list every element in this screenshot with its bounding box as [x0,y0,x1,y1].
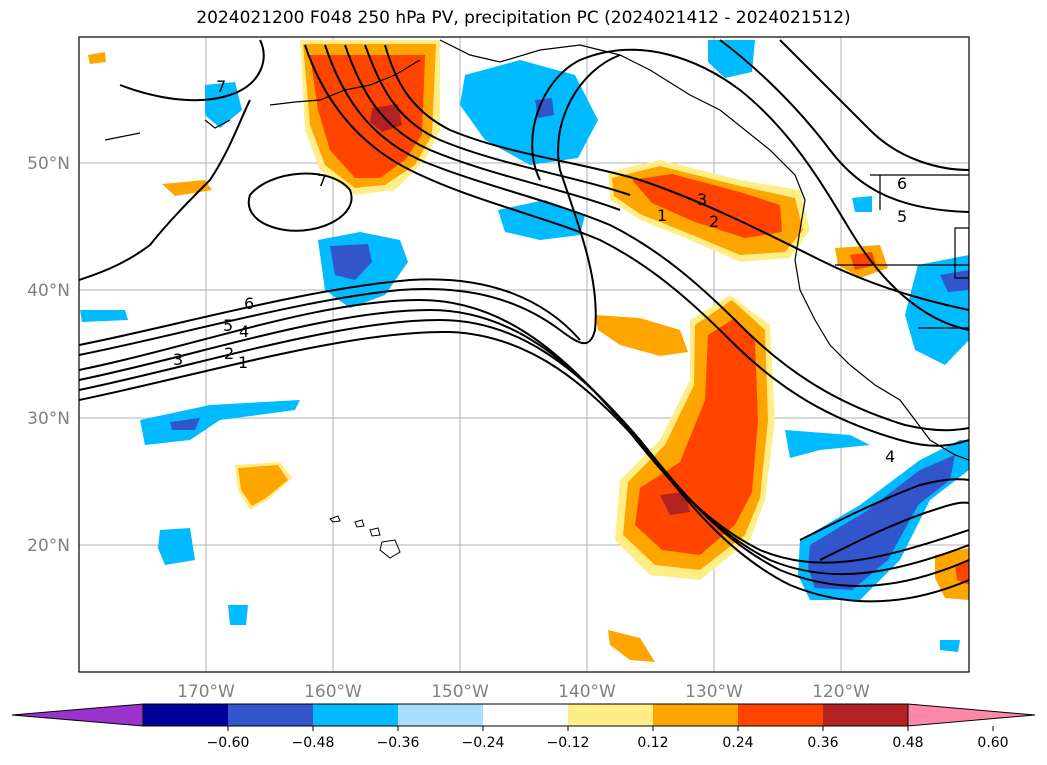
colorbar-segment [228,704,313,726]
colorbar-segment [653,704,738,726]
contour-label: 6 [244,294,254,313]
lat-tick-labels: 50°N 40°N 30°N 20°N [27,154,70,556]
colorbar-tick-label: 0.24 [722,735,753,751]
colorbar-segment [483,704,568,726]
contour-label: 5 [897,207,907,226]
lat-label: 20°N [27,536,70,556]
lat-label: 30°N [27,409,70,429]
colorbar-tick-label: 0.48 [892,735,923,751]
contour-label: 3 [173,350,183,369]
colorbar-segment [398,704,483,726]
colorbar-tick-label: −0.48 [292,735,335,751]
contour-label: 2 [709,212,719,231]
lat-label: 40°N [27,281,70,301]
coastlines [104,39,969,461]
contour-label: 6 [897,174,907,193]
contour-label: 1 [238,353,248,372]
colorbar-tick-label: 0.60 [977,735,1008,751]
contour-label: 4 [885,447,895,466]
lon-label: 150°W [431,682,489,702]
colorbar-segment [143,704,228,726]
colorbar-segment [313,704,398,726]
colorbar-frame [142,703,909,727]
colorbar-segment [823,704,908,726]
precip-negative-region [460,60,598,165]
colorbar-tick-label: −0.12 [547,735,590,751]
contour-label: 3 [697,190,707,209]
colorbar-tick-label: −0.24 [462,735,505,751]
contour-label: 5 [223,316,233,335]
colorbar-tick-label: −0.36 [377,735,420,751]
lon-label: 120°W [812,682,870,702]
colorbar-segment [568,704,653,726]
contour-label: 7 [317,171,327,190]
contour-labels: 7 7 6 5 4 3 2 1 3 2 1 6 5 4 [173,77,907,466]
contour-label: 7 [216,77,226,96]
hawaii-islands [329,515,401,559]
contour-label: 1 [657,206,667,225]
lon-tick-labels: 170°W 160°W 150°W 140°W 130°W 120°W [177,682,870,702]
lon-label: 170°W [177,682,235,702]
colorbar-segment [738,704,823,726]
pv-contours [79,39,969,603]
colorbar-tick-label: 0.36 [807,735,838,751]
colorbar-tick-label: −0.60 [207,735,250,751]
lon-label: 160°W [304,682,362,702]
chart-title: 2024021200 F048 250 hPa PV, precipitatio… [196,8,851,28]
colorbar-tick-label: 0.12 [637,735,668,751]
plot-frame [78,36,970,673]
colorbar-extend-low [11,703,144,727]
lon-label: 130°W [685,682,743,702]
lat-label: 50°N [27,154,70,174]
contour-label: 2 [224,344,234,363]
lon-label: 140°W [558,682,616,702]
colorbar: −0.60 −0.48 −0.36 −0.24 −0.12 0.12 0.24 0.36 0.4… [11,703,1036,751]
contour-label: 4 [239,322,249,341]
colorbar-extend-high [907,703,1036,727]
